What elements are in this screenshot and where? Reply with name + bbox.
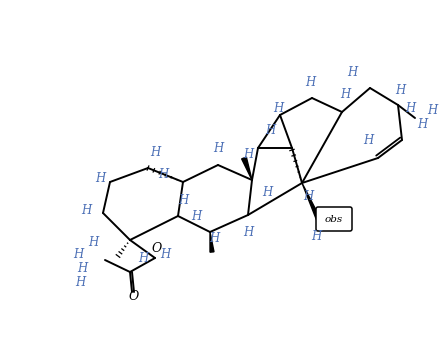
Text: H: H xyxy=(311,230,321,244)
Text: H: H xyxy=(243,225,253,239)
Text: H: H xyxy=(73,248,83,262)
FancyBboxPatch shape xyxy=(316,207,352,231)
Text: H: H xyxy=(273,102,283,115)
Text: H: H xyxy=(340,88,350,102)
Text: H: H xyxy=(209,231,219,245)
Text: H: H xyxy=(395,83,405,97)
Text: H: H xyxy=(158,169,168,181)
Text: O: O xyxy=(129,289,139,302)
Text: H: H xyxy=(81,203,91,217)
Text: H: H xyxy=(75,275,85,289)
Text: H: H xyxy=(138,251,148,264)
Text: H: H xyxy=(303,191,313,203)
Text: H: H xyxy=(160,248,170,262)
Text: H: H xyxy=(363,133,373,147)
Text: H: H xyxy=(178,193,188,207)
Text: H: H xyxy=(405,102,415,115)
Text: O: O xyxy=(152,241,162,255)
Text: obs: obs xyxy=(325,214,343,224)
Text: H: H xyxy=(262,186,272,198)
Text: H: H xyxy=(243,148,253,162)
Polygon shape xyxy=(242,157,252,180)
Text: H: H xyxy=(213,142,223,154)
Text: H: H xyxy=(305,76,315,88)
Polygon shape xyxy=(302,183,324,228)
Text: H: H xyxy=(417,119,427,131)
Text: H: H xyxy=(265,124,275,137)
Text: H: H xyxy=(347,66,357,78)
Text: H: H xyxy=(77,262,87,274)
Text: H: H xyxy=(150,146,160,158)
Text: H: H xyxy=(88,235,98,248)
Text: H: H xyxy=(95,171,105,185)
Text: H: H xyxy=(427,104,437,116)
Text: H: H xyxy=(191,211,201,224)
Polygon shape xyxy=(210,232,214,252)
